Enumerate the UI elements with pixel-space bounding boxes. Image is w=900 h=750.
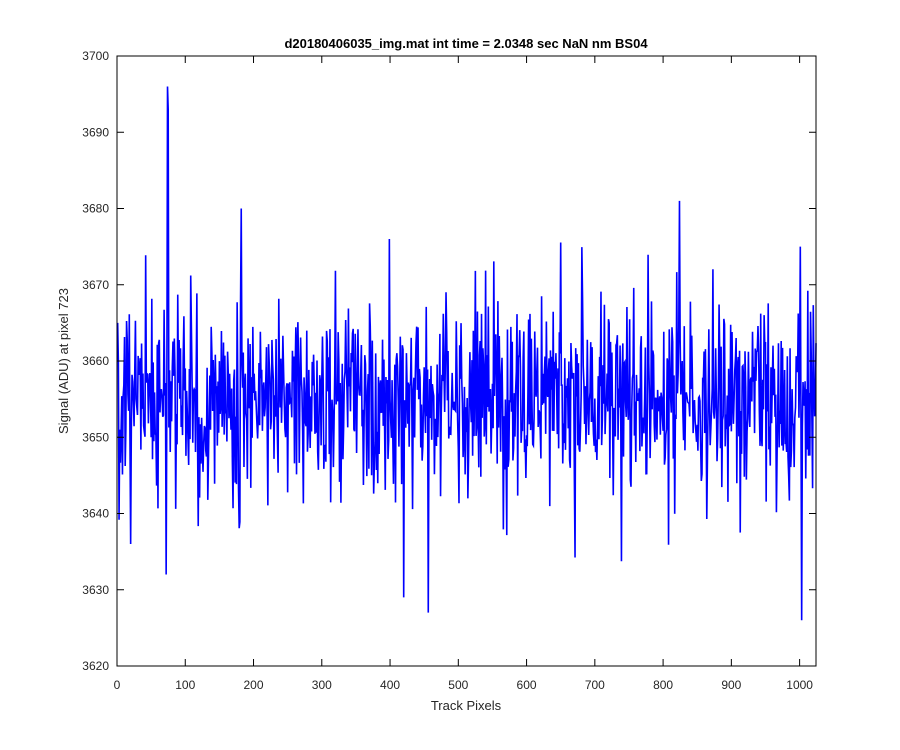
y-tick-label: 3680: [82, 202, 109, 216]
y-axis-label: Signal (ADU) at pixel 723: [56, 288, 71, 434]
series-line: [116, 86, 817, 621]
y-tick-label: 3690: [82, 125, 109, 139]
y-tick-label: 3660: [82, 354, 109, 368]
y-tick-label: 3620: [82, 659, 109, 673]
x-tick-label: 800: [653, 678, 673, 692]
y-axis-ticks: 3620 3630 3640 3650 3660 3670 3680 3690 3700: [82, 49, 816, 673]
x-tick-label: 500: [448, 678, 468, 692]
x-tick-label: 200: [244, 678, 264, 692]
x-tick-label: 900: [721, 678, 741, 692]
series-layer: [116, 86, 817, 621]
y-tick-label: 3640: [82, 507, 109, 521]
x-tick-label: 100: [175, 678, 195, 692]
x-tick-label: 0: [114, 678, 121, 692]
y-tick-label: 3650: [82, 430, 109, 444]
y-tick-label: 3630: [82, 583, 109, 597]
chart-title: d20180406035_img.mat int time = 2.0348 s…: [284, 36, 648, 51]
x-tick-label: 300: [312, 678, 332, 692]
x-axis-ticks: 0 100 200 300 400 500 600 700 800 900 1000: [114, 56, 813, 692]
y-tick-label: 3700: [82, 49, 109, 63]
plot-area-background: [117, 56, 816, 666]
x-axis-label: Track Pixels: [431, 698, 502, 713]
x-tick-label: 1000: [786, 678, 813, 692]
x-tick-label: 600: [517, 678, 537, 692]
x-tick-label: 700: [585, 678, 605, 692]
x-tick-label: 400: [380, 678, 400, 692]
y-tick-label: 3670: [82, 278, 109, 292]
